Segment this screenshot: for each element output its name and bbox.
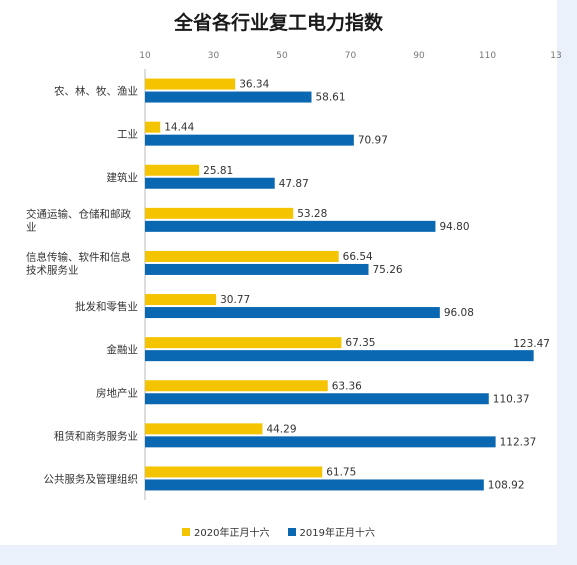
legend-item-2019: 2019年正月十六 [287, 524, 375, 539]
bar-2019 [145, 350, 534, 362]
data-label: 58.61 [315, 92, 345, 104]
bar-2019 [145, 220, 436, 232]
bar-2020 [145, 380, 328, 392]
bar-2019 [145, 91, 312, 103]
x-tick-label: 50 [276, 51, 288, 61]
bar-2019 [145, 393, 489, 405]
category-label: 业 [26, 221, 37, 233]
bar-2019 [145, 263, 369, 275]
bar-2019 [145, 479, 484, 491]
x-tick-label: 30 [208, 51, 220, 61]
data-label: 63.36 [332, 380, 362, 392]
x-tick-label: 13 [550, 51, 561, 61]
data-label: 44.29 [266, 423, 296, 435]
bar-2020 [145, 121, 161, 133]
bar-2020 [145, 164, 200, 176]
data-label: 108.92 [488, 479, 525, 491]
bar-2020 [145, 337, 342, 349]
category-label: 房地产业 [96, 386, 138, 399]
data-label: 36.34 [239, 79, 269, 91]
category-label: 批发和零售业 [75, 300, 138, 313]
legend-swatch-2019 [287, 527, 296, 536]
data-label: 53.28 [297, 208, 327, 220]
bar-2020 [145, 78, 236, 90]
category-label: 交通运输、仓储和邮政 [26, 207, 131, 220]
category-label: 租赁和商务服务业 [54, 429, 138, 442]
category-label: 金融业 [107, 343, 139, 356]
data-label: 47.87 [279, 178, 309, 190]
bar-2020 [145, 466, 323, 478]
legend-item-2020: 2020年正月十六 [182, 524, 270, 539]
category-label: 农、林、牧、渔业 [54, 85, 138, 98]
data-label: 61.75 [326, 466, 356, 478]
category-label: 信息传输、软件和信息 [26, 250, 131, 263]
category-label: 公共服务及管理组织 [44, 472, 139, 485]
data-label: 123.47 [513, 338, 550, 350]
bar-2020 [145, 423, 263, 435]
bar-2019 [145, 436, 496, 448]
bar-2019 [145, 134, 354, 146]
data-label: 30.77 [220, 294, 250, 306]
data-label: 112.37 [500, 436, 537, 448]
chart-title: 全省各行业复工电力指数 [173, 12, 383, 34]
bar-2020 [145, 250, 339, 262]
data-label: 67.35 [345, 337, 375, 349]
category-label: 工业 [117, 129, 138, 141]
bar-2020 [145, 207, 294, 219]
legend-swatch-2020 [182, 527, 191, 536]
data-label: 110.37 [493, 393, 530, 405]
bar-2019 [145, 177, 275, 189]
data-label: 25.81 [203, 165, 233, 177]
x-tick-label: 70 [345, 51, 357, 61]
category-label: 技术服务业 [26, 263, 79, 276]
legend-label-2019: 2019年正月十六 [299, 528, 375, 539]
x-tick-label: 90 [413, 51, 425, 61]
x-tick-label: 10 [139, 51, 151, 61]
chart-legend: 2020年正月十六 2019年正月十六 [0, 524, 557, 539]
data-label: 14.44 [164, 122, 194, 134]
data-label: 66.54 [343, 251, 373, 263]
data-label: 70.97 [358, 135, 388, 147]
category-label: 建筑业 [107, 171, 139, 184]
x-tick-label: 110 [479, 51, 496, 61]
data-label: 96.08 [444, 307, 474, 319]
data-label: 94.80 [439, 221, 469, 233]
bar-2019 [145, 307, 440, 319]
legend-label-2020: 2020年正月十六 [194, 528, 270, 539]
data-label: 75.26 [373, 264, 403, 276]
bar-2020 [145, 294, 217, 306]
